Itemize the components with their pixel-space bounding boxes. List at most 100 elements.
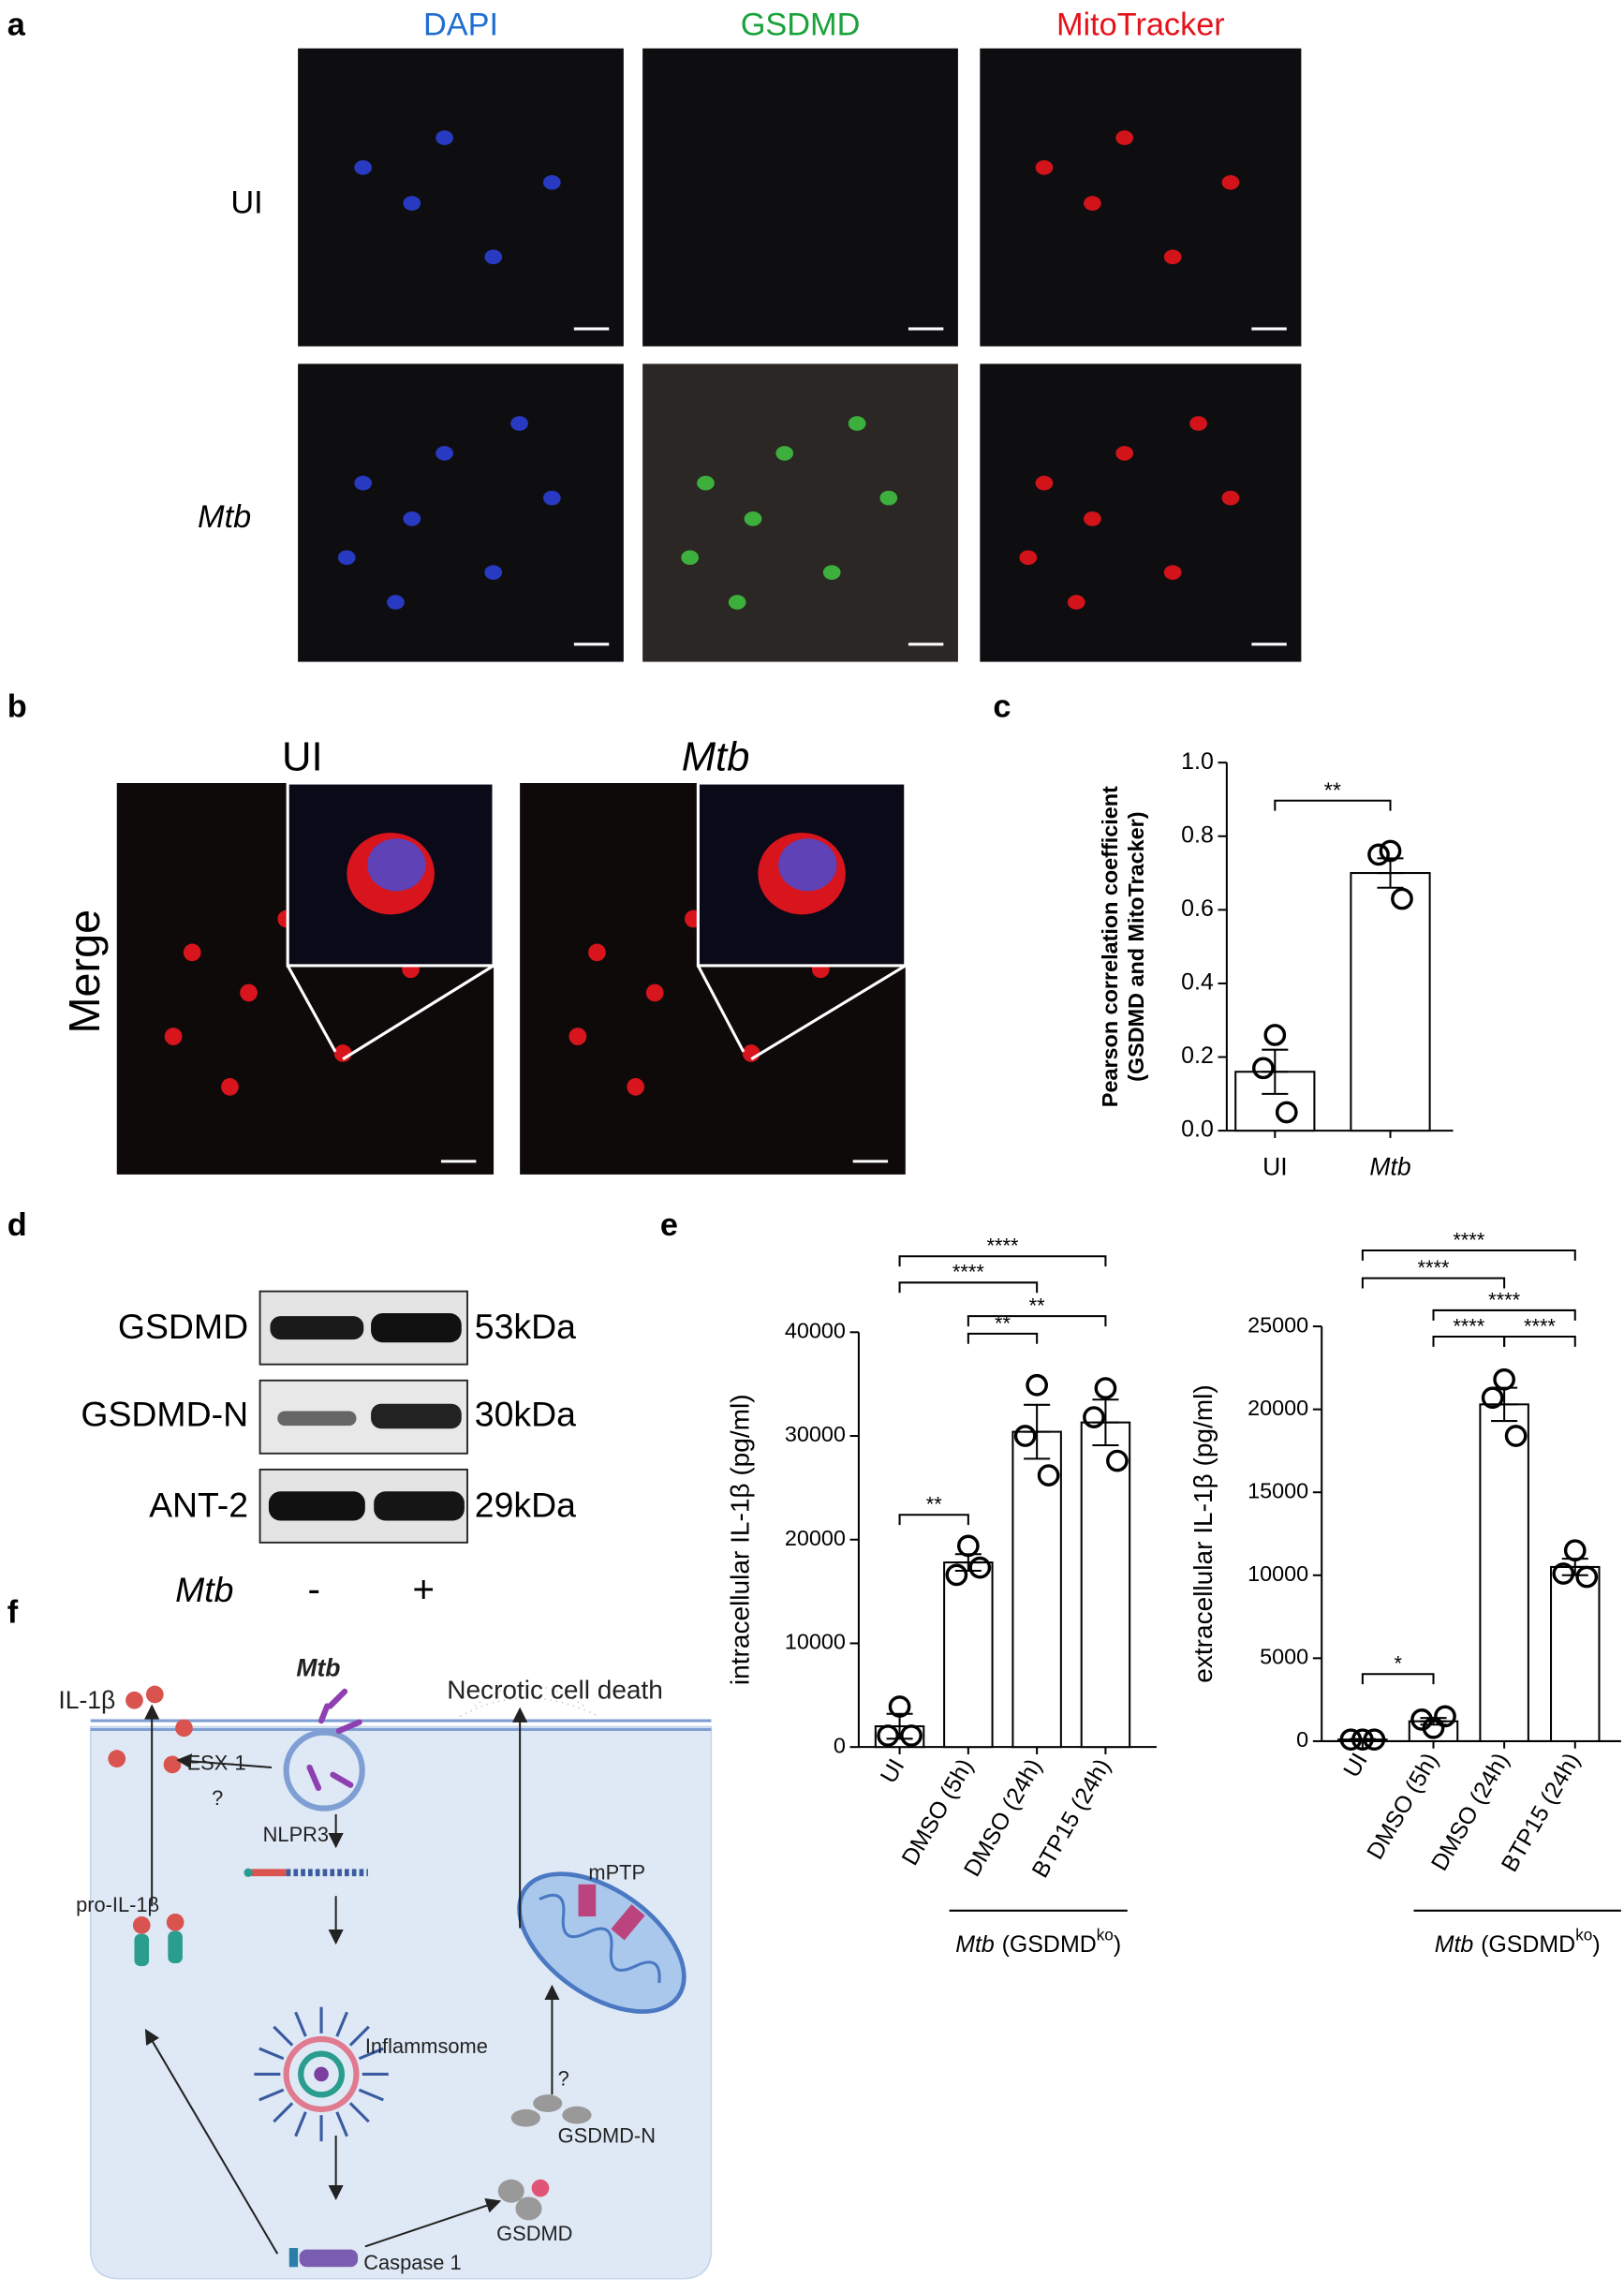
- cell: [387, 595, 405, 610]
- pathway-diagram: Mtb IL-1β Necrotic cell death ESX-1 ? NL…: [58, 1654, 713, 2280]
- spoke: [273, 2025, 294, 2047]
- cell: [681, 550, 699, 566]
- cell: [510, 416, 528, 431]
- row-label: Merge: [60, 909, 109, 1034]
- shape: [374, 1491, 465, 1521]
- cell: [627, 1077, 644, 1096]
- cell: [1035, 475, 1054, 491]
- cell: [1221, 490, 1240, 506]
- micrograph: [642, 48, 958, 347]
- shape: [497, 2179, 524, 2203]
- shape: [134, 1933, 150, 1967]
- column-title: UI: [282, 734, 323, 780]
- shape: [108, 1685, 193, 1934]
- cell: [822, 565, 841, 580]
- group-label-part: ): [1592, 1931, 1600, 1958]
- bar: [1011, 1430, 1062, 1749]
- cell: [164, 1028, 183, 1045]
- shape: [533, 2094, 563, 2113]
- significance-label: **: [1324, 778, 1341, 803]
- band-size: 29kDa: [475, 1485, 576, 1524]
- cell: [697, 475, 715, 491]
- shape: [517, 1871, 687, 2014]
- label: ?: [212, 1786, 223, 1810]
- data-point: [1106, 1449, 1129, 1472]
- shape: [288, 2248, 299, 2268]
- cell: [1163, 565, 1182, 580]
- spoke: [335, 2011, 348, 2037]
- shape: [459, 1697, 599, 1718]
- cell: [333, 1044, 352, 1062]
- bar: [1080, 1421, 1131, 1749]
- panel-label: e: [660, 1207, 678, 1243]
- cell: [1084, 196, 1101, 211]
- data-point: [968, 1556, 992, 1579]
- significance-bracket: [1274, 799, 1392, 811]
- y-tick-label: 5000: [1260, 1645, 1308, 1669]
- micrograph: [642, 363, 958, 662]
- data-point: [1013, 1425, 1037, 1447]
- error-bar: [1262, 1048, 1289, 1095]
- significance-bracket: [1361, 1249, 1576, 1261]
- cell: [1019, 550, 1038, 566]
- y-tick-label: 30000: [785, 1422, 846, 1446]
- significance-bracket: [967, 1315, 1107, 1327]
- shape: [175, 1719, 193, 1737]
- bar: [1479, 1403, 1529, 1742]
- label: ESX-1: [187, 1752, 246, 1775]
- spoke: [273, 2102, 294, 2123]
- significance-label: ****: [1453, 1228, 1484, 1251]
- y-tick-label: 0.6: [1181, 895, 1214, 922]
- significance-bracket: [898, 1255, 1107, 1267]
- y-tick-label: 1.0: [1181, 748, 1214, 775]
- shape: [371, 1313, 462, 1343]
- group-label-part: (GSDMD: [1481, 1931, 1575, 1958]
- column-title: Mtb: [682, 734, 750, 780]
- row-label: Mtb: [198, 499, 251, 535]
- significance-label: ****: [1524, 1314, 1556, 1338]
- y-tick-label: 0: [834, 1733, 846, 1757]
- data-point: [1575, 1565, 1599, 1589]
- label: ?: [558, 2066, 569, 2090]
- group-label: Mtb (GSDMDko): [1435, 1925, 1601, 1958]
- cell: [1067, 595, 1085, 610]
- label: NLPR3: [263, 1823, 329, 1846]
- group-label-part: ): [1114, 1931, 1121, 1958]
- data-point: [1083, 1406, 1105, 1428]
- label: GSDMD: [496, 2222, 572, 2245]
- label: GSDMD-N: [558, 2123, 656, 2147]
- y-tick-label: 0.4: [1181, 969, 1214, 996]
- cell: [1035, 160, 1054, 175]
- data-point: [888, 1695, 911, 1718]
- data-point: [1563, 1539, 1587, 1562]
- band-size: 53kDa: [475, 1307, 576, 1346]
- spoke: [348, 2025, 370, 2047]
- nucleus: [367, 838, 426, 892]
- group-label-part: ko: [1097, 1925, 1114, 1944]
- data-point: [1094, 1377, 1117, 1399]
- spoke: [335, 2111, 348, 2137]
- panel-label: f: [7, 1594, 19, 1630]
- significance-label: ****: [952, 1261, 984, 1284]
- zoom-line: [342, 964, 495, 1061]
- significance-label: ****: [1418, 1256, 1450, 1279]
- y-tick-label: 0.0: [1181, 1116, 1214, 1143]
- band-name: GSDMD: [118, 1307, 248, 1346]
- shape: [168, 1930, 183, 1963]
- y-tick-label: 10000: [785, 1630, 846, 1654]
- data-point: [1251, 1057, 1275, 1080]
- data-point: [1481, 1386, 1504, 1410]
- shape: [144, 2028, 279, 2255]
- column-title: GSDMD: [741, 7, 861, 42]
- shape: [531, 2179, 550, 2197]
- panel-label: b: [7, 689, 27, 725]
- y-axis-label: extracellular IL-1β (pg/ml): [1188, 1384, 1218, 1683]
- group-label: Mtb (GSDMDko): [955, 1925, 1121, 1958]
- shape: [89, 1725, 713, 2280]
- shape: [364, 2197, 502, 2248]
- data-point: [1434, 1705, 1456, 1728]
- cell: [775, 446, 794, 461]
- data-point: [1367, 843, 1390, 866]
- cell: [645, 983, 664, 1002]
- spoke: [358, 2088, 384, 2102]
